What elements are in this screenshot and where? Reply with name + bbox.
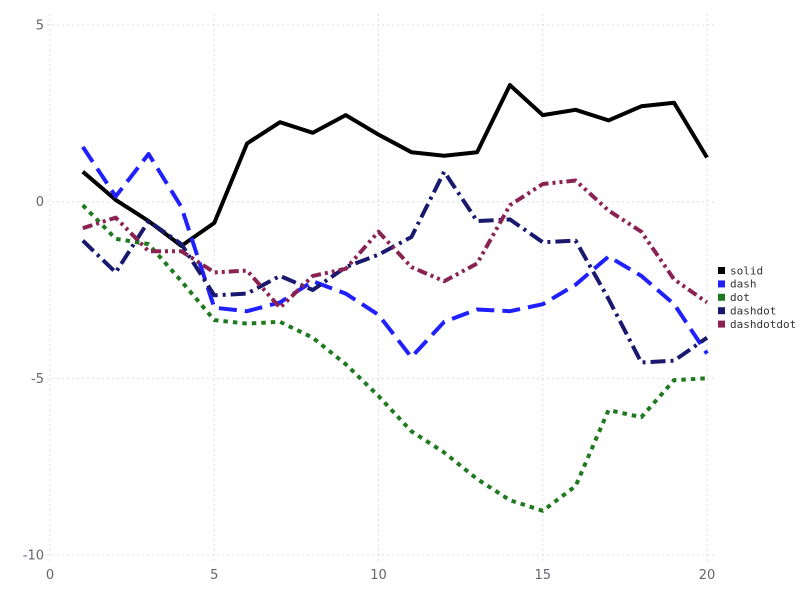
series-line-solid — [81, 83, 709, 248]
legend-swatch-solid — [718, 267, 725, 274]
x-tick-label-0: 0 — [46, 568, 54, 583]
x-tick-label-5: 5 — [210, 568, 218, 583]
y-tick-label--5: -5 — [31, 372, 44, 387]
y-tick-label--10: -10 — [23, 549, 44, 564]
x-tick-label-10: 10 — [370, 568, 387, 583]
y-tick-label-0: 0 — [36, 195, 44, 210]
legend-swatch-dashdot — [718, 307, 725, 315]
x-tick-label-20: 20 — [699, 568, 716, 583]
legend-label-solid: solid — [730, 264, 763, 277]
legend-label-dot: dot — [730, 291, 750, 304]
legend-label-dashdotdot: dashdotdot — [730, 318, 796, 331]
legend-label-dashdot: dashdot — [730, 305, 776, 318]
gridlines — [42, 14, 716, 562]
x-tick-label-15: 15 — [534, 568, 551, 583]
series-line-dashdot — [81, 169, 709, 365]
series-line-dashdotdot — [82, 178, 709, 310]
legend-swatch-dashdotdot — [718, 320, 725, 328]
series-line-dot — [81, 203, 708, 513]
y-tick-label-5: 5 — [36, 19, 44, 34]
legend-swatch-dash — [718, 280, 725, 288]
series-line-dash — [81, 145, 709, 360]
legend-swatch-dot — [718, 293, 725, 301]
legend-label-dash: dash — [730, 278, 757, 291]
